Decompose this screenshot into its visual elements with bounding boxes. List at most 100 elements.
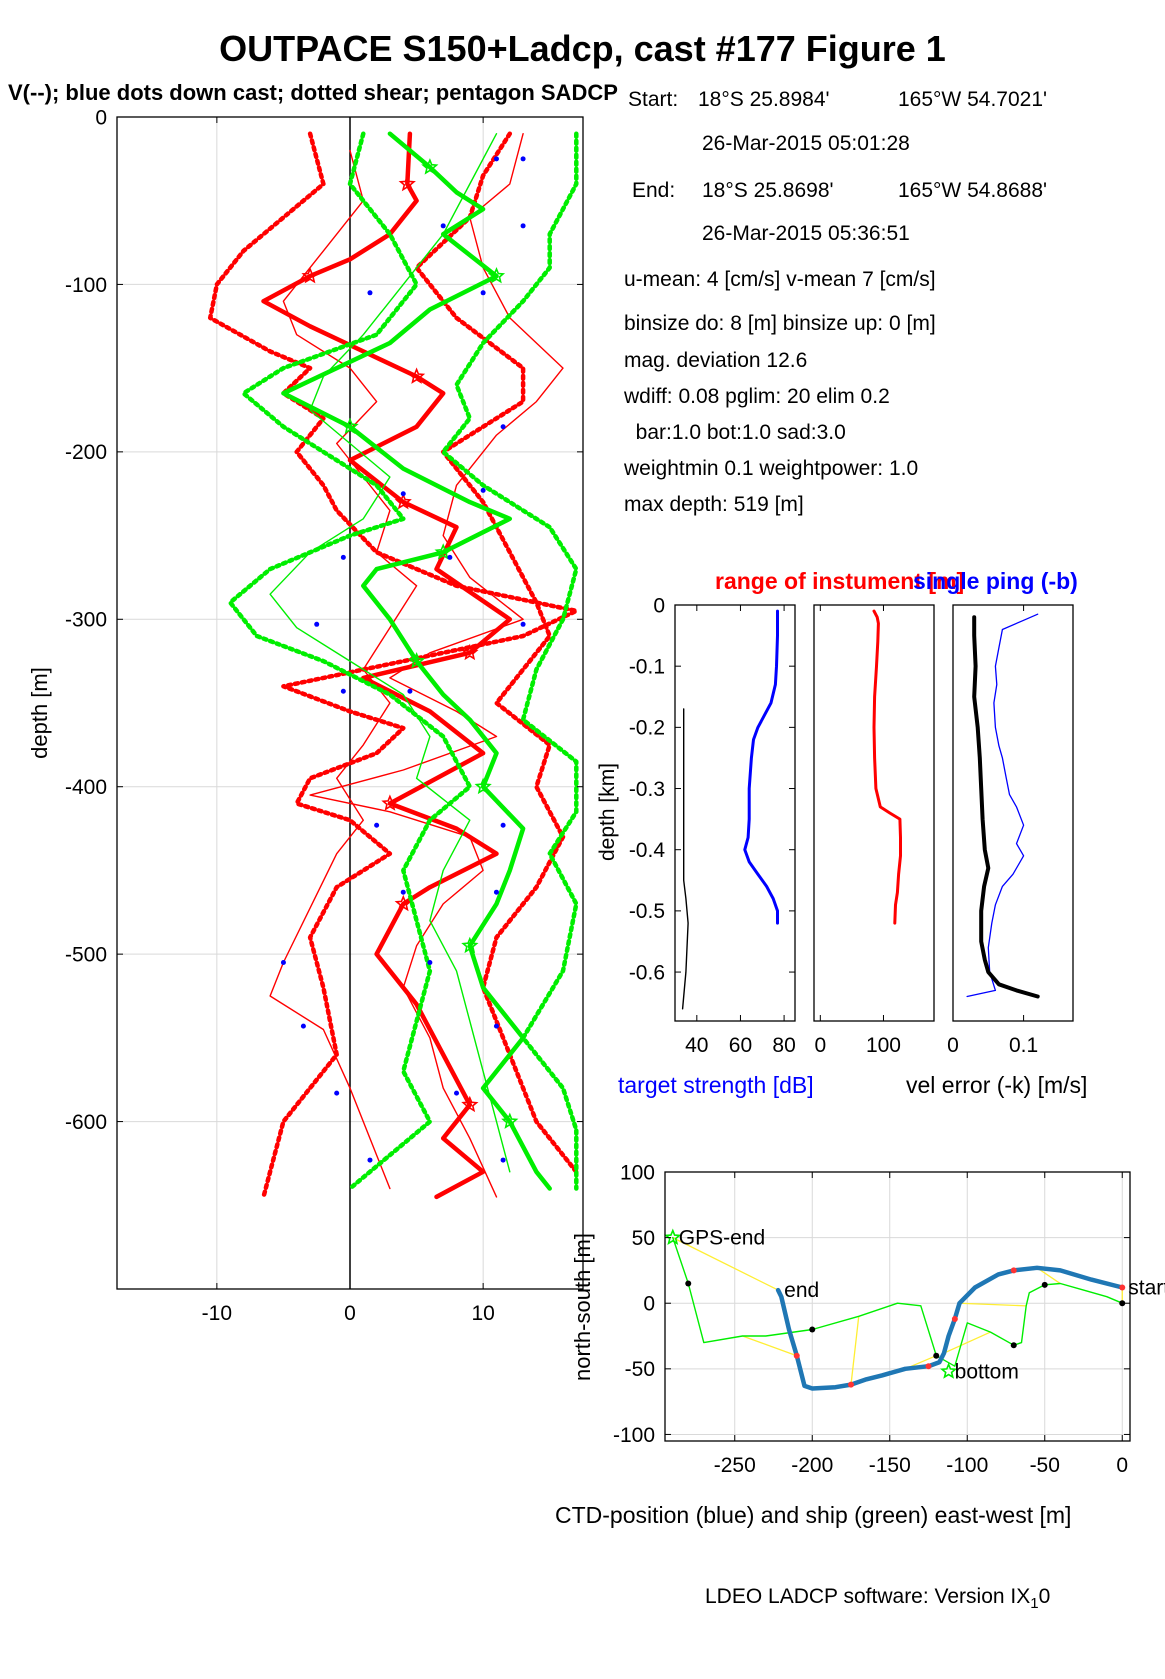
target-strength-chart: 40 60 80 0 -0.1 -0.2 -0.3 -0.4 -0.5 -0.6: [629, 594, 796, 1057]
ctd-marker: [951, 1315, 958, 1322]
ship-ctd-link: [850, 1316, 860, 1385]
downcast-dot: [480, 487, 486, 493]
ship-marker: [933, 1352, 940, 1359]
track-label: GPS-end: [679, 1227, 765, 1250]
downcast-dot: [500, 1157, 506, 1163]
position-chart: GPS-end end start bottom -250 -200 -150 -100 -50…: [613, 1161, 1165, 1477]
x-tick-label: 60: [729, 1034, 752, 1057]
bottom-marker: [939, 1362, 958, 1379]
y-tick-label: -0.3: [629, 778, 665, 801]
y-tick-label: -0.6: [629, 961, 665, 984]
sadcp-marker: [434, 543, 452, 560]
y-tick-label: -0.4: [629, 839, 666, 862]
x-tick-label: 80: [772, 1034, 795, 1057]
axes-frame: [664, 1171, 1131, 1442]
main-ylabel: depth [m]: [26, 667, 52, 759]
sadcp-marker: [341, 417, 359, 435]
target-strength-xlabel: target strength [dB]: [618, 1072, 814, 1098]
plot-area: [665, 1172, 1130, 1441]
downcast-dot: [454, 1090, 460, 1096]
sadcp-marker: [421, 158, 439, 175]
y-tick-label: 0: [653, 594, 665, 617]
ship-ctd-link: [742, 1335, 797, 1357]
sadcp-marker: [407, 367, 426, 384]
sadcp-marker: [474, 777, 492, 795]
figure-title: OUTPACE S150+Ladcp, cast #177 Figure 1: [219, 28, 946, 69]
plot-area: [814, 605, 934, 1021]
series-u-shear: [207, 131, 579, 1200]
sadcp-marker: [501, 1112, 519, 1129]
series-black: [681, 708, 689, 1010]
footer-tail: 0: [1038, 1585, 1051, 1608]
axes-frame: [952, 604, 1074, 1022]
x-tick-label: 100: [866, 1034, 901, 1057]
y-tick-label: -400: [65, 776, 107, 799]
plot-area: [953, 605, 1073, 1021]
downcast-dot: [340, 688, 346, 694]
series-v-shear-2: [440, 131, 579, 1191]
end-time: 26-Mar-2015 05:36:51: [702, 222, 910, 245]
y-tick-label: -100: [613, 1424, 655, 1447]
series-u-thin: [309, 132, 564, 1198]
ctd-marker: [1010, 1267, 1017, 1274]
y-tick-label: -0.5: [629, 900, 665, 923]
velocity-error-chart: 0 0.1: [947, 604, 1074, 1057]
y-tick-label: -0.1: [629, 656, 665, 679]
x-tick-label: -100: [946, 1454, 988, 1477]
sadcp-marker: [398, 174, 416, 192]
footer-text: LDEO LADCP software: Version IX: [705, 1585, 1031, 1608]
ship-marker: [1041, 1281, 1048, 1288]
start-time: 26-Mar-2015 05:01:28: [702, 132, 910, 155]
downcast-dot: [400, 491, 406, 497]
downcast-dot: [367, 290, 373, 296]
y-tick-label: -200: [65, 441, 107, 464]
y-tick-label: 0: [643, 1293, 655, 1316]
sadcp-marker: [394, 894, 412, 912]
series-u-thin-2: [269, 149, 418, 1190]
wdiff: wdiff: 0.08 pglim: 20 elim 0.2: [624, 385, 890, 408]
ctd-track: [775, 1265, 1125, 1391]
x-tick-label: -250: [714, 1454, 756, 1477]
downcast-dot: [520, 621, 526, 627]
x-tick-label: -10: [202, 1302, 232, 1325]
gps-end-marker: [664, 1228, 682, 1246]
axes-frame: [813, 604, 935, 1022]
ctd-marker: [848, 1381, 854, 1388]
position-ylabel: north-south [m]: [570, 1233, 595, 1381]
depth-km-ylabel: depth [km]: [596, 762, 619, 862]
ship-marker: [809, 1326, 816, 1333]
ship-ctd-link: [672, 1237, 779, 1291]
start-lat: 18°S 25.8984': [698, 88, 830, 111]
weight-settings: weightmin 0.1 weightpower: 1.0: [624, 457, 919, 480]
y-tick-label: -500: [65, 943, 107, 966]
downcast-dot: [493, 156, 499, 162]
x-tick-label: 10: [471, 1302, 494, 1325]
x-tick-label: 0: [947, 1034, 959, 1057]
sadcp-marker: [394, 493, 412, 510]
series-target-strength: [743, 609, 779, 925]
downcast-dot: [440, 223, 446, 229]
track-label: end: [784, 1279, 819, 1302]
y-tick-label: 0: [95, 106, 107, 129]
x-tick-label: -200: [791, 1454, 833, 1477]
instrument-range-chart: 0 100: [813, 604, 935, 1057]
sadcp-marker: [461, 643, 479, 661]
downcast-dot: [480, 290, 486, 296]
x-tick-label: 0: [344, 1302, 356, 1325]
downcast-dot: [314, 621, 320, 627]
downcast-dot: [520, 223, 526, 229]
downcast-dot: [493, 1023, 499, 1029]
downcast-dot: [500, 822, 506, 828]
software-version: LDEO LADCP software: Version IX10: [705, 1585, 1050, 1612]
downcast-dot: [334, 1090, 340, 1096]
end-label: End:: [632, 179, 676, 202]
downcast-dot: [520, 156, 526, 162]
downcast-dot: [407, 688, 413, 694]
sadcp-marker: [407, 651, 426, 669]
figure-subtitle: V(--); blue dots down cast; dotted shear…: [8, 80, 618, 105]
position-xlabel: CTD-position (blue) and ship (green) eas…: [555, 1502, 1072, 1528]
series-range: [872, 609, 902, 925]
sadcp-marker: [461, 1095, 479, 1113]
binsize: binsize do: 8 [m] binsize up: 0 [m]: [624, 312, 936, 335]
